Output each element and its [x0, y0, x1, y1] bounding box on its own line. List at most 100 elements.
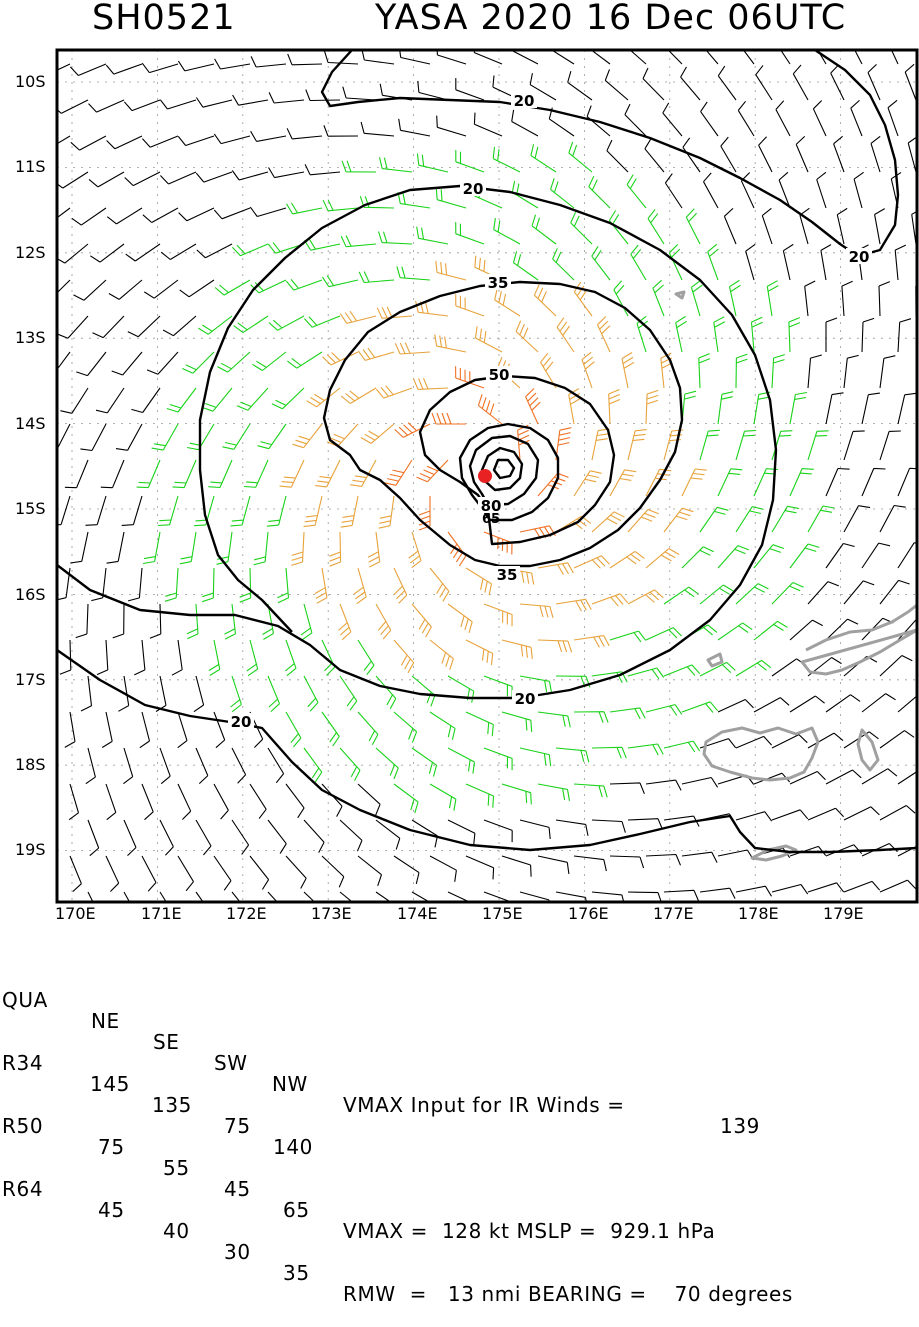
wind-barb: [494, 218, 520, 244]
radius-nw: 140: [273, 1137, 313, 1158]
fiji-island-small: [708, 654, 722, 666]
wind-barb: [628, 819, 663, 830]
wind-barb: [368, 532, 380, 567]
wind-barb: [215, 280, 250, 295]
wind-barb: [790, 469, 814, 496]
wind-barb: [385, 460, 413, 485]
wind-barb: [74, 280, 107, 300]
wind-barb: [772, 810, 808, 820]
wind-barb: [879, 282, 890, 316]
wind-barb: [664, 741, 700, 752]
wind-barb: [880, 806, 915, 821]
contour-label: 20: [231, 713, 252, 731]
wind-barb: [759, 137, 772, 172]
wind-barb: [526, 389, 541, 425]
wind-barb: [340, 820, 362, 851]
quadrant-se: SE: [153, 1032, 180, 1053]
wind-barb: [376, 748, 398, 779]
lon-label: 174E: [397, 906, 438, 922]
wind-barb: [307, 388, 340, 407]
wind-barb: [178, 712, 187, 748]
wind-barb: [691, 280, 702, 316]
wind-barb: [214, 208, 250, 219]
contour-label: 20: [514, 92, 535, 110]
wind-barb: [106, 64, 142, 74]
wind-barb: [214, 856, 231, 890]
wind-barb: [448, 604, 472, 633]
wind-barb: [646, 705, 682, 716]
wind-barb: [721, 137, 736, 172]
wind-barb: [376, 386, 412, 398]
wind-barb: [80, 424, 106, 451]
wind-barb: [736, 507, 764, 532]
wind-barb: [215, 59, 250, 69]
wind-barb: [808, 506, 835, 532]
wind-barb: [718, 850, 754, 860]
wind-barb: [379, 496, 394, 528]
radius-ne: 75: [98, 1137, 125, 1158]
wind-barb: [478, 394, 502, 424]
wind-barb: [516, 321, 538, 352]
wind-barb: [107, 532, 124, 563]
wind-barb: [70, 856, 81, 892]
wind-barb: [484, 676, 512, 698]
wind-barb: [137, 460, 160, 488]
row-label: R64: [2, 1179, 43, 1200]
wind-barb: [90, 244, 124, 262]
wind-barb: [196, 172, 232, 182]
wind-barb: [379, 232, 413, 245]
wind-barb: [767, 281, 778, 316]
wind-barb: [738, 101, 754, 136]
wind-barb: [354, 568, 366, 604]
wind-barb: [574, 856, 606, 871]
wind-barb: [456, 366, 484, 388]
wind-barb: [844, 881, 880, 892]
wind-barb: [158, 496, 178, 526]
wind-barb: [571, 212, 592, 244]
wind-barb: [609, 390, 620, 425]
wind-barb: [502, 784, 531, 804]
wind-barb: [880, 580, 910, 604]
wind-barb: [430, 568, 449, 601]
wind-barb: [796, 136, 808, 172]
wind-barb: [790, 620, 823, 640]
wind-barb: [875, 209, 885, 244]
contour-label: 20: [849, 248, 870, 266]
contour-80: [470, 436, 538, 505]
wind-barb: [648, 209, 664, 244]
wind-barb: [412, 604, 431, 637]
wind-barb: [610, 551, 644, 568]
wind-barb: [682, 778, 718, 788]
wind-barb: [736, 812, 772, 822]
wind-barb: [53, 172, 88, 188]
wind-barb: [574, 471, 602, 496]
storm-center-marker: [478, 469, 492, 483]
wind-barb: [682, 469, 707, 496]
wind-barb: [395, 423, 430, 438]
wind-barb: [142, 784, 153, 820]
wind-barb: [826, 695, 860, 712]
wind-barb: [476, 326, 503, 352]
wind-barb: [342, 161, 376, 172]
wind-barb: [340, 311, 376, 323]
wind-barb: [628, 744, 663, 755]
wind-barb: [610, 783, 644, 794]
wind-barb: [598, 317, 611, 353]
wind-barb: [844, 506, 870, 532]
wind-barb: [251, 56, 286, 67]
wind-barb: [682, 391, 696, 424]
wind-barb: [340, 748, 360, 781]
wind-barb: [178, 856, 194, 891]
contour-20-north: [322, 50, 898, 256]
wind-barb: [250, 207, 286, 216]
wind-barb: [826, 469, 850, 497]
wind-barb: [123, 748, 132, 784]
wind-barb: [38, 280, 70, 301]
wind-barb: [214, 784, 228, 819]
wind-barb: [65, 712, 75, 747]
lon-label: 170E: [55, 906, 96, 922]
wind-barb: [456, 222, 484, 244]
radius-sw: 75: [224, 1116, 251, 1137]
wind-barb: [557, 318, 574, 352]
wind-barb: [160, 172, 196, 184]
